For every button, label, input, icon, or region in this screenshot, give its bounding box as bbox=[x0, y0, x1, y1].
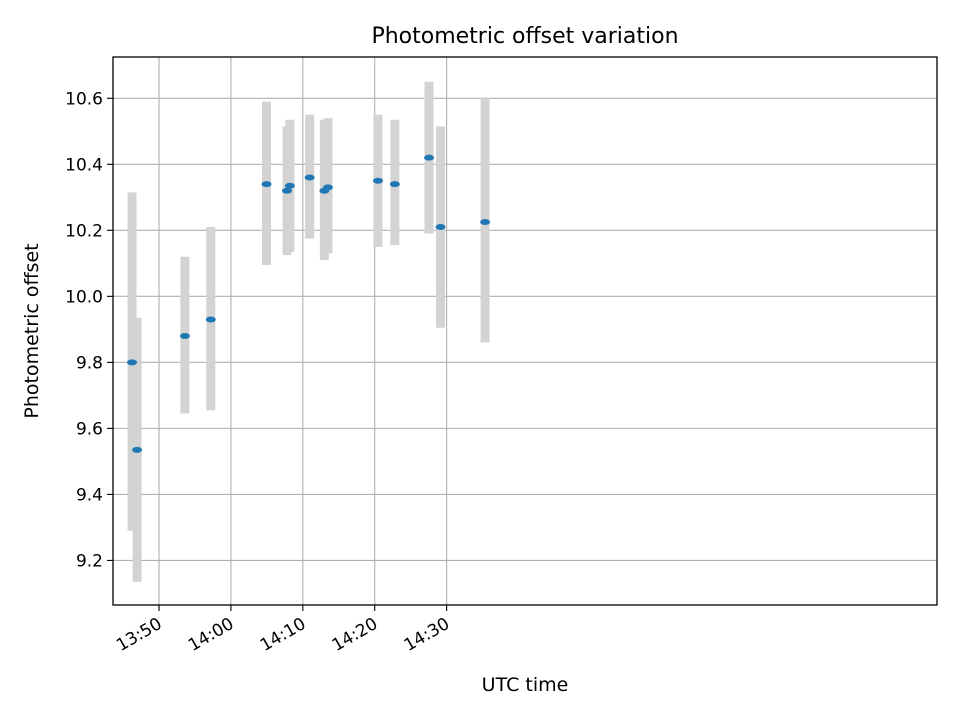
data-point bbox=[261, 181, 272, 188]
plot-area-frame bbox=[112, 56, 938, 606]
data-point bbox=[127, 359, 138, 366]
y-tick-label: 10.4 bbox=[65, 155, 103, 175]
y-axis-label: Photometric offset bbox=[21, 243, 43, 418]
y-axis-ticks: 9.2 9.4 9.6 9.8 10.0 10.2 10.4 10.6 bbox=[65, 89, 113, 571]
data-point bbox=[389, 181, 400, 188]
x-axis-label: UTC time bbox=[482, 674, 569, 696]
data-point bbox=[304, 174, 315, 181]
y-tick-label: 9.8 bbox=[76, 353, 103, 373]
data-point bbox=[322, 184, 333, 191]
y-tick-label: 10.2 bbox=[65, 221, 103, 241]
y-tick-label: 10.0 bbox=[65, 287, 103, 307]
data-point bbox=[372, 177, 383, 184]
data-point bbox=[424, 154, 435, 161]
data-point bbox=[480, 219, 491, 226]
data-point bbox=[132, 446, 143, 453]
marker-layer bbox=[127, 154, 491, 453]
data-point bbox=[435, 224, 446, 231]
data-point bbox=[284, 182, 295, 189]
data-point bbox=[205, 316, 216, 323]
chart-title: Photometric offset variation bbox=[371, 24, 678, 49]
y-tick-label: 9.2 bbox=[76, 551, 103, 571]
data-point bbox=[282, 187, 293, 194]
y-tick-label: 9.4 bbox=[76, 485, 103, 505]
data-point bbox=[179, 332, 190, 339]
grid-layer bbox=[113, 57, 937, 605]
y-tick-label: 10.6 bbox=[65, 89, 103, 109]
y-tick-label: 9.6 bbox=[76, 419, 103, 439]
